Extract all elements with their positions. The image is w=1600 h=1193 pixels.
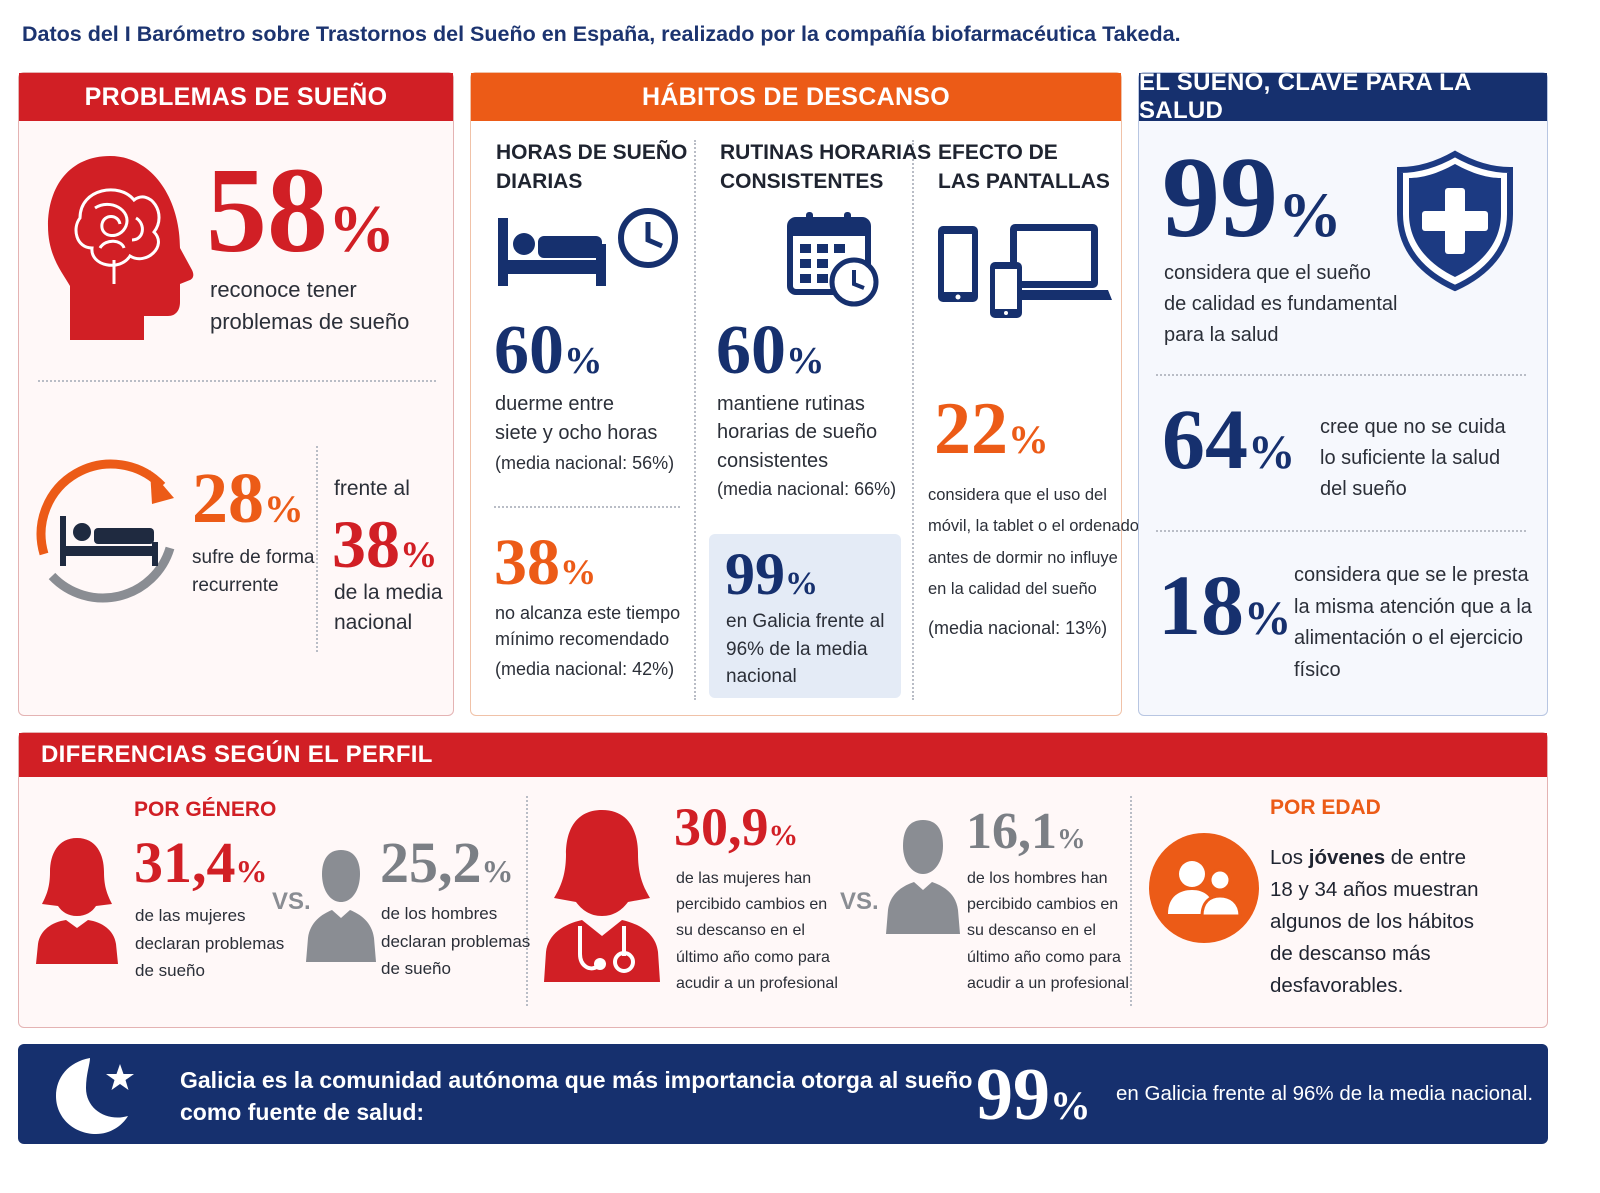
habitos-col2-s2-value: 99%: [725, 541, 818, 607]
habitos-col1-s2-text: no alcanza este tiempo mínimo recomendad…: [495, 603, 681, 680]
female-doctor-icon: [544, 810, 660, 982]
habitos-col1-title: HORAS DE SUEÑO DIARIAS: [496, 141, 688, 194]
woman-icon: [36, 838, 118, 964]
profesional-women-value: 30,9%: [674, 797, 799, 857]
shield-cross-icon: [1397, 150, 1513, 292]
habitos-col2-s1-text: mantiene rutinas horarias de sueño consi…: [717, 393, 897, 500]
problemas-stat2-text: sufre de forma recurrente: [192, 547, 315, 596]
perfil-panel: DIFERENCIAS SEGÚN EL PERFIL: [18, 732, 1548, 1028]
habitos-col2-s1-value: 60%: [716, 312, 825, 389]
head-brain-icon: [48, 156, 194, 340]
clave-s1-value: 99%: [1162, 134, 1342, 262]
problemas-stat1-text: reconoce tener problemas de sueño: [210, 277, 410, 334]
footer-text: Galicia es la comunidad autónoma que más…: [180, 1067, 973, 1126]
habitos-col2-s2-text: en Galicia frente al 96% de la media nac…: [726, 611, 885, 688]
habitos-header: HÁBITOS DE DESCANSO: [471, 73, 1121, 121]
divider: [1156, 530, 1526, 532]
habitos-col3-title: EFECTO DE LAS PANTALLAS: [938, 141, 1110, 194]
genero-women-text: de las mujeres declaran problemas de sue…: [135, 906, 285, 981]
divider: [1130, 796, 1132, 1006]
profesional-women-text: de las mujeres han percibido cambios en …: [676, 870, 838, 992]
perfil-header: DIFERENCIAS SEGÚN EL PERFIL: [19, 733, 1547, 777]
footer-value: 99%: [976, 1054, 1091, 1136]
footer-banner: [18, 1044, 1548, 1144]
calendar-clock-icon: [787, 212, 879, 307]
bed-clock-icon: [498, 208, 678, 286]
genero-women-value: 31,4%: [134, 830, 268, 895]
edad-title: POR EDAD: [1270, 796, 1381, 819]
profesional-men-text: de los hombres han percibido cambios en …: [967, 870, 1129, 992]
clave-s2-text: cree que no se cuida lo suficiente la sa…: [1320, 416, 1506, 500]
habitos-col1-s2-value: 38%: [494, 526, 597, 599]
man-icon: [306, 850, 376, 962]
group-people-icon: [1149, 833, 1259, 943]
problemas-stat3-text: de la media nacional: [334, 581, 443, 635]
genero-title: POR GÉNERO: [134, 798, 277, 821]
problemas-stat2-value: 28%: [192, 458, 304, 538]
divider: [494, 506, 680, 508]
bed-cycle-icon: [36, 459, 175, 603]
divider: [1156, 374, 1526, 376]
edad-text: Los jóvenes de entre 18 y 34 años muestr…: [1270, 846, 1479, 997]
divider: [694, 140, 696, 700]
clave-s3-value: 18%: [1158, 557, 1292, 653]
problemas-stat3-pre: frente al: [334, 477, 410, 500]
devices-icon: [938, 224, 1112, 318]
clave-s1-text: considera que el sueño de calidad es fun…: [1164, 262, 1398, 346]
habitos-col3-s1-value: 22%: [934, 388, 1049, 470]
galicia-highlight-box: [709, 534, 901, 698]
divider: [912, 140, 914, 700]
habitos-col3-s1-text: considera que el uso del móvil, la table…: [928, 486, 1145, 639]
moon-star-icon: [56, 1058, 134, 1134]
problemas-header: PROBLEMAS DE SUEÑO: [19, 73, 453, 121]
problemas-stat1-value: 58%: [206, 143, 396, 278]
profesional-men-value: 16,1%: [966, 803, 1086, 860]
profesional-vs-label: VS.: [840, 888, 879, 915]
genero-men-text: de los hombres declaran problemas de sue…: [381, 904, 531, 979]
page-title: Datos del I Barómetro sobre Trastornos d…: [22, 22, 1181, 46]
man-icon: [886, 820, 960, 934]
clave-s3-text: considera que se le presta la misma aten…: [1294, 564, 1532, 681]
problemas-stat3-value: 38%: [332, 506, 438, 582]
clave-header: EL SUEÑO, CLAVE PARA LA SALUD: [1139, 69, 1547, 124]
divider: [38, 380, 436, 382]
habitos-col2-title: RUTINAS HORARIAS CONSISTENTES: [720, 141, 932, 194]
genero-men-value: 25,2%: [380, 830, 514, 895]
footer-note: en Galicia frente al 96% de la media nac…: [1116, 1082, 1534, 1105]
divider: [316, 446, 318, 652]
divider: [526, 796, 528, 1006]
genero-vs-label: VS.: [272, 888, 311, 915]
habitos-col1-s1-value: 60%: [494, 312, 603, 389]
habitos-col1-s1-text: duerme entre siete y ocho horas (media n…: [495, 393, 675, 473]
clave-s2-value: 64%: [1162, 391, 1296, 487]
